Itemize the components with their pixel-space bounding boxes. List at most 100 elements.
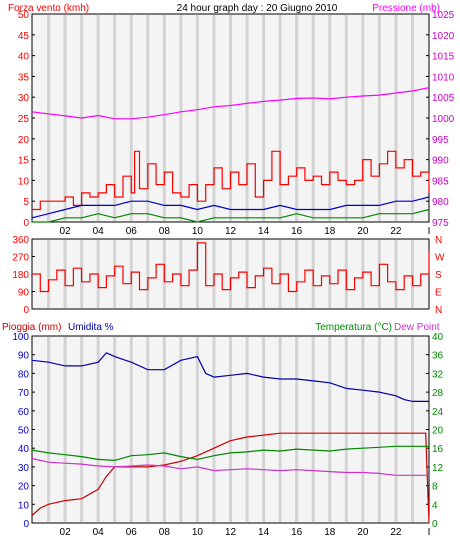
grid-band <box>47 240 51 308</box>
compass-label: S <box>435 270 442 281</box>
grid-band <box>63 15 67 221</box>
grid-band <box>96 15 100 221</box>
x-tick-label: 14 <box>258 226 270 237</box>
grid-band <box>410 15 414 221</box>
grid-band <box>245 337 249 522</box>
axis-labels: 0510152025303540455097598098599099510001… <box>12 10 454 530</box>
left-tick-label: 25 <box>18 114 30 125</box>
grid-band <box>295 15 299 221</box>
compass-label: W <box>435 253 445 264</box>
left-tick-label: 10 <box>18 500 30 511</box>
right-tick-label: 1025 <box>432 10 455 21</box>
left-tick-label: 270 <box>12 253 29 264</box>
x-tick-label: 02 <box>60 226 72 237</box>
wind-speed-axis-title: Forza vento (kmh) <box>8 3 89 14</box>
grid-band <box>229 337 232 522</box>
right-tick-label: 40 <box>432 332 444 343</box>
grid-band <box>278 15 282 221</box>
right-tick-label: 8 <box>432 482 438 493</box>
grid-band <box>63 337 67 522</box>
x-tick-label: 08 <box>159 226 171 237</box>
series-minimo-vento <box>32 208 430 223</box>
x-tick-label: 04 <box>93 527 105 538</box>
left-tick-label: 70 <box>18 388 30 399</box>
x-tick-label: 22 <box>390 527 402 538</box>
right-tick-label: 975 <box>432 218 449 229</box>
grid-band <box>179 337 183 522</box>
left-tick-label: 180 <box>12 270 29 281</box>
left-tick-label: 10 <box>18 176 30 187</box>
grid-band <box>113 15 117 221</box>
grid-band <box>229 240 232 308</box>
left-tick-label: 60 <box>18 407 30 418</box>
grid-band <box>344 15 348 221</box>
right-tick-label: 995 <box>432 135 449 146</box>
left-tick-label: 360 <box>12 235 29 246</box>
grid-band <box>195 337 199 522</box>
grid-band <box>229 15 232 221</box>
grid-band <box>344 337 348 522</box>
grid-band <box>394 240 398 308</box>
grid-band <box>129 337 133 522</box>
x-tick-label: 06 <box>126 527 138 538</box>
grid-band <box>328 240 332 308</box>
series-pioggia-mm <box>31 432 430 524</box>
grid-band <box>212 15 216 221</box>
right-tick-label: 20 <box>432 426 444 437</box>
grid-band <box>262 337 266 522</box>
series-temperatura-c <box>31 445 429 462</box>
graph-title: 24 hour graph day : 20 Giugno 2010 <box>177 3 338 14</box>
right-tick-label: 990 <box>432 156 449 167</box>
right-tick-label: 1005 <box>432 93 455 104</box>
grid-band <box>162 15 166 221</box>
grid-band <box>47 15 51 221</box>
right-tick-label: 985 <box>432 176 449 187</box>
left-tick-label: 50 <box>18 10 30 21</box>
temperature-axis-title: Temperatura (°C) <box>315 322 392 333</box>
right-tick-label: 1000 <box>432 114 455 125</box>
right-tick-label: 980 <box>432 197 449 208</box>
left-tick-label: 90 <box>18 288 30 299</box>
grid-band <box>311 15 315 221</box>
grid-band <box>129 15 133 221</box>
left-tick-label: 30 <box>18 93 30 104</box>
grid-band <box>328 337 332 522</box>
x-tick-label: 10 <box>192 226 204 237</box>
grid-band <box>195 240 199 308</box>
right-tick-label: 1015 <box>432 52 455 63</box>
grid-band <box>295 337 299 522</box>
x-tick-label: 20 <box>357 527 369 538</box>
left-tick-label: 15 <box>18 156 30 167</box>
series-pressione-mb <box>31 87 430 120</box>
compass-label: N <box>435 235 442 246</box>
grid-band <box>410 240 414 308</box>
x-tick-label: 08 <box>159 527 171 538</box>
grid-band <box>162 337 166 522</box>
x-tick-label: 12 <box>225 527 237 538</box>
right-tick-label: 1020 <box>432 31 455 42</box>
grid-band <box>245 15 249 221</box>
compass-label: N <box>435 305 442 316</box>
grid-band <box>278 337 282 522</box>
left-tick-label: 50 <box>18 426 30 437</box>
grid-band <box>212 337 216 522</box>
pressure-axis-title: Pressione (mb) <box>372 3 440 14</box>
x-tick-label: 16 <box>291 527 303 538</box>
grid-band <box>377 15 381 221</box>
data-series <box>31 87 430 524</box>
grid-band <box>361 337 365 522</box>
right-tick-label: 12 <box>432 463 444 474</box>
x-tick-label: I <box>428 527 431 538</box>
x-tick-label: I <box>428 226 431 237</box>
right-tick-label: 36 <box>432 351 444 362</box>
x-tick-label: 04 <box>93 226 105 237</box>
grid-band <box>394 337 398 522</box>
series-forza-vento-kmh <box>32 150 430 211</box>
x-tick-label: 20 <box>357 226 369 237</box>
series-umidita <box>31 352 429 402</box>
right-tick-label: 4 <box>432 500 438 511</box>
grid-band <box>195 15 199 221</box>
humidity-axis-title: Umidita % <box>68 322 114 333</box>
left-tick-label: 0 <box>23 305 29 316</box>
